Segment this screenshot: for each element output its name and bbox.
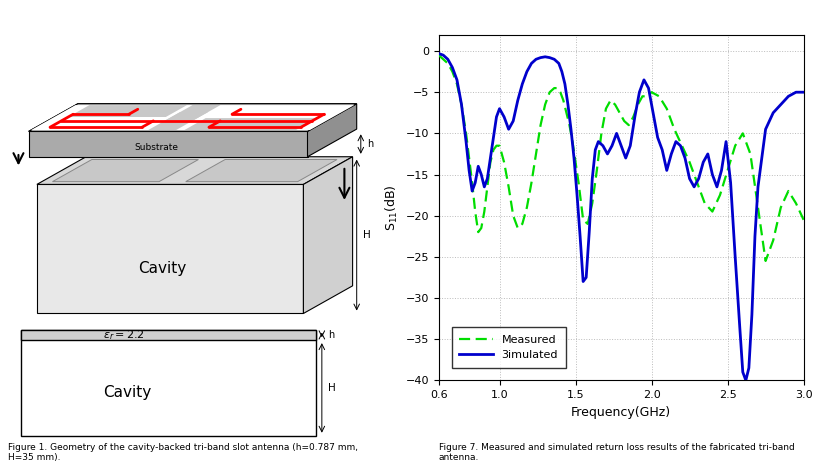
3imulated	[485, 155, 495, 161]
Text: Figure 1. Geometry of the cavity-backed tri-band slot antenna (h=0.787 mm,
H=35 : Figure 1. Geometry of the cavity-backed …	[8, 443, 358, 461]
3imulated	[593, 139, 603, 144]
Polygon shape	[52, 160, 198, 182]
Measured	[760, 258, 770, 264]
Polygon shape	[37, 157, 352, 184]
3imulated	[433, 51, 443, 56]
Line: Measured: Measured	[438, 55, 803, 261]
Polygon shape	[307, 104, 356, 157]
Polygon shape	[37, 184, 303, 313]
Measured	[488, 147, 498, 153]
Polygon shape	[176, 105, 354, 130]
3imulated	[740, 378, 750, 383]
Text: Cavity: Cavity	[138, 261, 186, 276]
Polygon shape	[68, 105, 187, 117]
Line: 3imulated: 3imulated	[438, 53, 803, 380]
Y-axis label: S$_{11}$(dB): S$_{11}$(dB)	[383, 184, 400, 231]
Legend: Measured, 3imulated: Measured, 3imulated	[451, 327, 565, 368]
3imulated	[572, 192, 581, 198]
Measured	[744, 151, 754, 157]
Text: Cavity: Cavity	[103, 385, 152, 400]
Polygon shape	[20, 330, 315, 436]
Polygon shape	[186, 160, 337, 182]
3imulated	[716, 168, 726, 173]
Polygon shape	[20, 330, 315, 340]
Measured	[526, 180, 536, 185]
3imulated	[798, 89, 808, 95]
Text: $\varepsilon_r = 2.2$: $\varepsilon_r = 2.2$	[103, 328, 144, 342]
Text: H: H	[328, 383, 335, 393]
Polygon shape	[31, 105, 192, 130]
Text: H: H	[363, 230, 370, 240]
Measured	[491, 143, 500, 148]
Measured	[586, 201, 596, 206]
Measured	[591, 168, 601, 173]
Polygon shape	[29, 131, 307, 157]
Measured	[798, 217, 808, 223]
Polygon shape	[184, 118, 317, 130]
Polygon shape	[29, 104, 356, 131]
Polygon shape	[29, 104, 356, 131]
3imulated	[503, 126, 513, 132]
3imulated	[531, 57, 541, 62]
Polygon shape	[303, 157, 352, 313]
Measured	[433, 53, 443, 58]
Text: Substrate: Substrate	[134, 143, 179, 153]
Text: h: h	[367, 139, 373, 149]
Text: Figure 7. Measured and simulated return loss results of the fabricated tri-band
: Figure 7. Measured and simulated return …	[438, 443, 794, 461]
Polygon shape	[161, 112, 208, 123]
Text: h: h	[328, 330, 334, 340]
X-axis label: Frequency(GHz): Frequency(GHz)	[570, 406, 671, 419]
